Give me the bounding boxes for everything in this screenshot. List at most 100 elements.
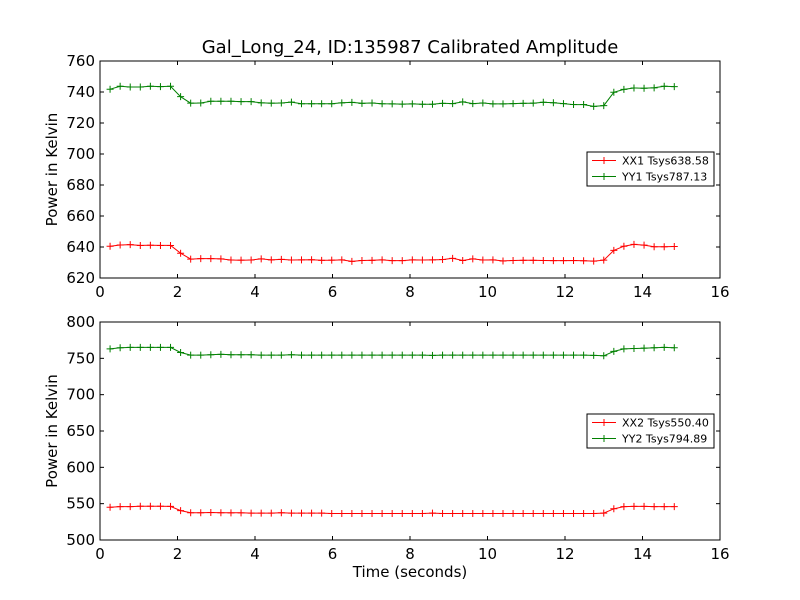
data-point [318,351,326,359]
data-point [267,351,275,359]
data-point [459,98,467,106]
data-point [287,98,295,106]
x-tick-label: 14 [633,545,652,563]
x-axis-label: Time (seconds) [352,563,468,581]
data-point [267,99,275,107]
data-point [237,351,245,359]
data-point [277,255,285,263]
data-point [449,100,457,108]
data-point [146,502,154,510]
data-point [610,347,618,355]
data-point [559,351,567,359]
data-point [136,241,144,249]
data-point [308,100,316,108]
data-point [237,256,245,264]
data-point [308,256,316,264]
data-point [227,509,235,517]
x-tick-label: 0 [95,283,105,301]
data-point [509,256,517,264]
data-point [580,509,588,517]
data-point [237,509,245,517]
data-point [398,351,406,359]
data-point [328,509,336,517]
data-point [549,509,557,517]
data-point [358,256,366,264]
top-panel: 0 2 4 6 8 10 12 14 16 620 640 660 680 700 720 740 760 Pow… [43,52,730,301]
data-point [439,256,447,264]
data-point [126,343,134,351]
y-tick-label: 680 [66,176,95,194]
y-tick-label: 700 [66,145,95,163]
data-point [590,509,598,517]
data-point [559,257,567,265]
data-point [177,507,185,515]
data-point [247,98,255,106]
data-point [549,257,557,265]
data-point [177,349,185,357]
data-point [106,503,114,511]
data-point [408,509,416,517]
data-point [287,509,295,517]
data-point [126,241,134,249]
data-point [539,509,547,517]
data-point [570,351,578,359]
data-point [287,256,295,264]
data-point [358,99,366,107]
data-point [549,99,557,107]
data-point [177,249,185,257]
data-point [529,351,537,359]
legend-entry: YY1 Tsys787.13 [621,171,707,184]
data-point [277,509,285,517]
data-point [620,242,628,250]
data-point [267,509,275,517]
y-tick-label: 620 [66,269,95,287]
data-point [378,256,386,264]
data-point [187,99,195,107]
data-point [630,345,638,353]
legend-entry: YY2 Tsys794.89 [621,433,707,446]
legend-marker [600,157,608,164]
data-point [590,102,598,110]
data-point [408,351,416,359]
bottom-panel: 0 2 4 6 8 10 12 14 16 500 550 600 650 700 750 800 Power … [43,313,730,581]
data-point [116,503,124,511]
x-tick-label: 4 [250,545,260,563]
data-point [439,99,447,107]
x-tick-label: 4 [250,283,260,301]
data-point [318,100,326,108]
legend-box [586,413,715,449]
data-point [136,502,144,510]
data-point [640,344,648,352]
data-point [418,351,426,359]
data-point [408,100,416,108]
data-point [670,503,678,511]
data-point [197,255,205,263]
data-point [348,509,356,517]
x-tick-label: 12 [555,545,574,563]
data-point [539,256,547,264]
data-point [136,343,144,351]
x-tick-label: 12 [555,283,574,301]
data-point [257,351,265,359]
y-tick-label: 550 [66,495,95,513]
legend-marker [600,435,608,442]
data-point [630,240,638,248]
data-point [187,255,195,263]
data-point [227,351,235,359]
data-point [499,257,507,265]
x-tick-label: 0 [95,545,105,563]
data-point [318,256,326,264]
data-point [559,100,567,108]
data-point [640,84,648,92]
data-point [388,509,396,517]
data-point [408,256,416,264]
data-point [167,502,175,510]
data-point [529,99,537,107]
data-point [167,343,175,351]
x-tick-label: 16 [710,283,729,301]
data-point [479,351,487,359]
data-point [338,256,346,264]
data-point [156,502,164,510]
legend-box [586,151,715,187]
data-point [479,99,487,107]
